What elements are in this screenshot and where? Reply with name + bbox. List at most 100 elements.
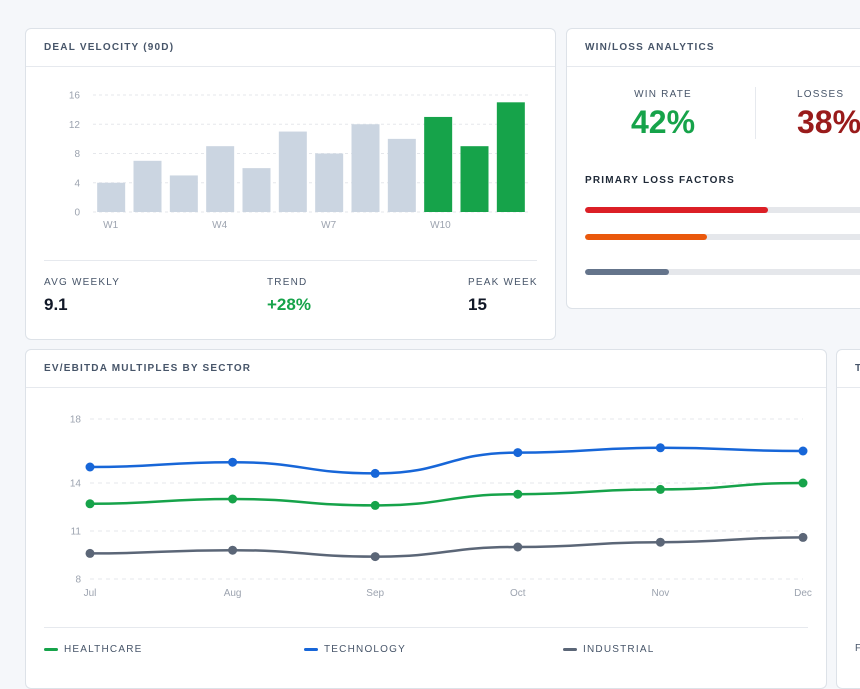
technology-point <box>228 457 238 467</box>
win-loss-title: WIN/LOSS ANALYTICS <box>585 42 715 53</box>
deal-velocity-card: DEAL VELOCITY (90D) 0 4 8 12 16 W1 W4 W7 W10 AVG… <box>25 28 556 340</box>
bar-y-tick-label: 16 <box>69 91 81 102</box>
avg-weekly-label: AVG WEEKLY <box>44 277 121 288</box>
deal-velocity-bar-chart: 0 4 8 12 16 W1 W4 W7 W10 <box>69 91 529 231</box>
bar-w8 <box>351 124 380 212</box>
industrial-point <box>798 532 808 542</box>
bar-x-tick-label: W1 <box>103 220 118 231</box>
trend-stat: TREND +28% <box>267 277 311 315</box>
bar-w11 <box>460 146 489 212</box>
healthcare-point <box>655 484 665 494</box>
line-y-tick-label: 14 <box>70 479 82 490</box>
line-y-tick-label: 18 <box>70 415 82 426</box>
bar-w9 <box>387 138 416 212</box>
win-rate-kpi: WIN RATE 42% <box>619 89 707 141</box>
loss-factor-bar-3-fill <box>585 269 670 275</box>
win-rate-label: WIN RATE <box>634 89 692 100</box>
industrial-swatch <box>563 648 577 651</box>
win-loss-header: WIN/LOSS ANALYTICS <box>567 29 860 67</box>
right-edge-card-footer: F <box>855 643 860 654</box>
technology-point <box>85 462 95 472</box>
ev-ebitda-line-chart: 8 11 14 18 Jul Aug Sep Oct Nov Dec <box>70 415 812 600</box>
bar-w7 <box>315 153 344 212</box>
healthcare-line <box>89 481 804 507</box>
bar-w4 <box>206 146 235 212</box>
bar-x-tick-label: W10 <box>430 220 451 231</box>
loss-factor-bar-2-fill <box>585 234 707 240</box>
industrial-label: INDUSTRIAL <box>583 644 655 655</box>
technology-label: TECHNOLOGY <box>324 644 407 655</box>
loss-factors-title: PRIMARY LOSS FACTORS <box>585 175 735 186</box>
ev-ebitda-title: EV/EBITDA MULTIPLES BY SECTOR <box>44 363 252 374</box>
right-edge-card: T F <box>836 349 860 689</box>
line-y-tick-label: 11 <box>71 527 82 538</box>
line-x-tick-label: Oct <box>510 588 526 599</box>
peak-week-label: PEAK WEEK <box>468 277 538 288</box>
industrial-point <box>85 548 95 558</box>
trend-label: TREND <box>267 277 308 288</box>
peak-week-stat: PEAK WEEK 15 <box>468 277 538 315</box>
technology-line <box>89 446 804 475</box>
losses-value: 38% <box>797 104 860 140</box>
kpi-divider <box>755 87 756 139</box>
legend-healthcare[interactable]: HEALTHCARE <box>44 644 143 655</box>
bar-x-tick-label: W7 <box>321 220 336 231</box>
technology-point <box>655 443 665 453</box>
deal-velocity-stats: AVG WEEKLY 9.1 TREND +28% PEAK WEEK 15 <box>44 260 538 339</box>
legend-industrial[interactable]: INDUSTRIAL <box>563 644 654 655</box>
line-x-tick-label: Sep <box>366 588 384 599</box>
industrial-point <box>228 545 238 555</box>
bar-w10 <box>424 116 453 212</box>
avg-weekly-value: 9.1 <box>44 295 68 314</box>
bar-w1 <box>97 182 126 212</box>
line-x-tick-label: Jul <box>84 588 97 599</box>
avg-weekly-stat: AVG WEEKLY 9.1 <box>44 277 120 315</box>
line-x-tick-label: Nov <box>652 588 670 599</box>
industrial-line <box>89 536 804 558</box>
bar-w3 <box>169 175 198 212</box>
ev-ebitda-legend: HEALTHCARE TECHNOLOGY INDUSTRIAL <box>44 627 808 688</box>
technology-point <box>513 448 523 458</box>
peak-week-value: 15 <box>468 295 487 314</box>
right-edge-card-header: T <box>837 350 860 388</box>
healthcare-point <box>513 489 523 499</box>
ev-ebitda-card: EV/EBITDA MULTIPLES BY SECTOR 8 11 14 18 Jul… <box>25 349 827 689</box>
bar-y-tick-label: 12 <box>69 120 81 131</box>
bar-w6 <box>278 131 307 212</box>
healthcare-swatch <box>44 648 58 651</box>
technology-point <box>798 446 808 456</box>
bar-y-tick-label: 8 <box>74 149 80 160</box>
bar-w5 <box>242 168 271 212</box>
bar-w2 <box>133 160 162 212</box>
healthcare-label: HEALTHCARE <box>64 644 143 655</box>
industrial-point <box>655 537 665 547</box>
loss-factor-bar-1-fill <box>585 207 768 213</box>
line-y-tick-label: 8 <box>75 575 81 586</box>
ev-ebitda-header: EV/EBITDA MULTIPLES BY SECTOR <box>26 350 826 388</box>
legend-technology[interactable]: TECHNOLOGY <box>304 644 406 655</box>
deal-velocity-header: DEAL VELOCITY (90D) <box>26 29 555 67</box>
loss-factor-bar-1 <box>585 207 860 213</box>
bar-y-tick-label: 4 <box>74 178 80 189</box>
bar-y-tick-label: 0 <box>74 208 80 219</box>
technology-point <box>370 468 380 478</box>
healthcare-point <box>85 499 95 509</box>
deal-velocity-title: DEAL VELOCITY (90D) <box>44 42 175 53</box>
technology-swatch <box>304 648 318 651</box>
healthcare-point <box>370 500 380 510</box>
win-rate-value: 42% <box>630 104 696 140</box>
right-edge-card-title: T <box>855 363 860 374</box>
bar-x-tick-label: W4 <box>212 220 227 231</box>
losses-label: LOSSES <box>797 89 845 100</box>
loss-factor-bar-3 <box>585 269 860 275</box>
win-loss-card: WIN/LOSS ANALYTICS WIN RATE 42% LOSSES 3… <box>566 28 860 309</box>
industrial-point <box>513 542 523 552</box>
line-x-tick-label: Dec <box>794 588 812 599</box>
industrial-point <box>370 552 380 562</box>
trend-value: +28% <box>267 295 311 314</box>
losses-kpi: LOSSES 38% <box>797 89 860 141</box>
bar-w12 <box>496 102 525 212</box>
loss-factor-bar-2 <box>585 234 860 240</box>
healthcare-point <box>228 494 238 504</box>
line-x-tick-label: Aug <box>224 588 242 599</box>
